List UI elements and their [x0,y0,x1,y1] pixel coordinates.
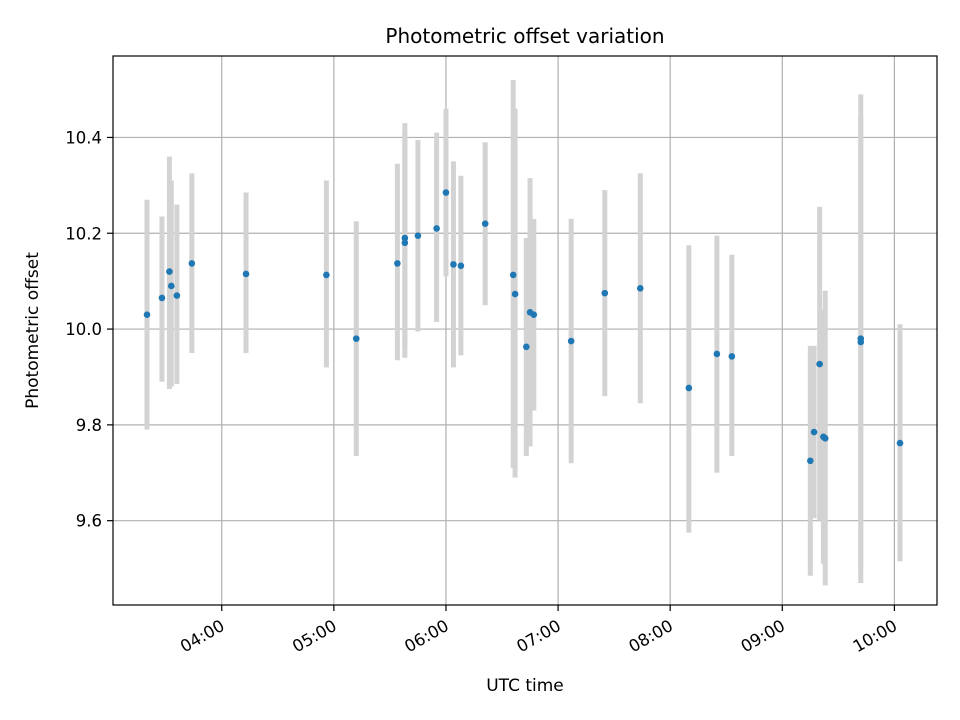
data-point [166,268,173,275]
data-point [530,311,538,318]
data-point [401,234,409,242]
data-point [728,353,736,360]
data-point [433,225,440,232]
data-point [457,262,465,270]
data-point [450,261,457,268]
data-point [158,294,166,302]
data-point [394,260,401,267]
y-axis: 9.6 9.8 10.0 10.2 10.4 [65,128,113,531]
data-point [173,292,181,299]
data-point [143,311,151,318]
x-axis-label: UTC time [486,676,564,696]
y-axis-label: Photometric offset [23,252,43,409]
y-tick-label: 10.4 [65,128,102,147]
data-point [821,434,829,442]
data-point [636,285,644,292]
data-point [167,282,175,290]
data-point [685,384,693,392]
data-point [401,239,409,247]
data-point [601,289,609,297]
y-tick-label: 10.2 [65,224,102,243]
y-tick-label: 9.8 [76,416,102,435]
data-point [807,457,814,465]
data-point [414,232,422,239]
data-point [442,189,450,196]
data-point [857,338,865,346]
data-point [713,350,721,358]
data-point [242,270,250,278]
data-point [323,271,330,279]
chart-title: Photometric offset variation [385,24,664,48]
data-point [810,428,818,436]
data-point [509,271,517,279]
data-point [188,260,196,267]
data-point [567,337,575,345]
data-point [523,343,530,351]
data-points [143,189,904,465]
data-point [481,220,489,227]
data-point [511,290,519,298]
data-point [352,335,360,342]
plot-frame [112,55,938,606]
data-point [896,439,904,447]
y-tick-label: 10.0 [65,320,102,339]
y-tick-label: 9.6 [76,512,102,531]
data-point [816,360,823,368]
